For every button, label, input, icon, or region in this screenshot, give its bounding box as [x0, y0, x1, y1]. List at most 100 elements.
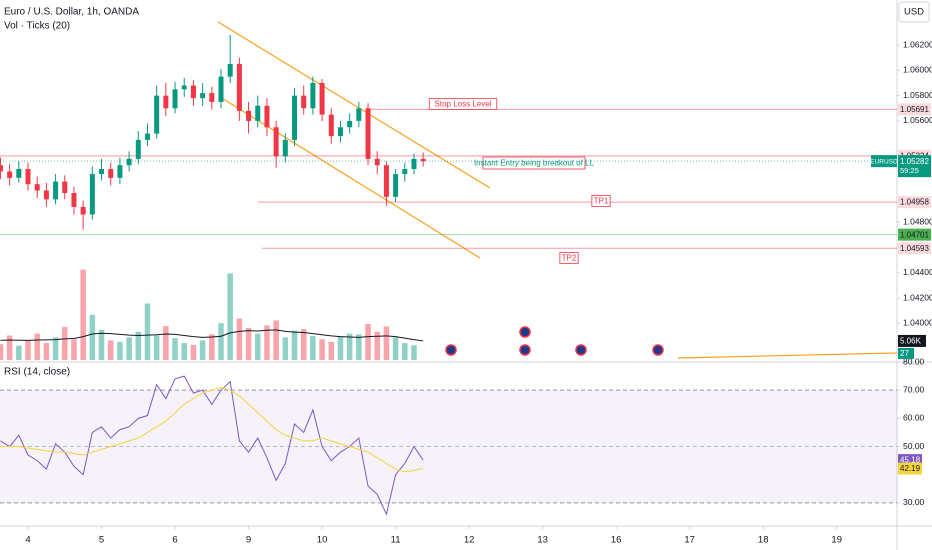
volume-bar: [264, 325, 270, 360]
volume-bar: [25, 340, 31, 360]
x-tick-label: 6: [172, 535, 177, 546]
candle-body: [71, 193, 77, 207]
volume-bar: [245, 327, 252, 360]
y-tick-label: 1.05600: [903, 115, 932, 125]
volume-bar: [310, 335, 316, 360]
volume-bar: [16, 345, 22, 360]
volume-bar: [282, 337, 289, 360]
y-tick-label: 1.05800: [903, 90, 932, 100]
candle-body: [255, 105, 261, 121]
candle-body: [227, 64, 233, 77]
candle-body: [246, 110, 252, 121]
y-tick-label: 1.06000: [903, 65, 932, 75]
volume-title: Vol · Ticks (20): [4, 21, 70, 32]
event-icon[interactable]: [519, 344, 531, 356]
candle-body: [144, 133, 150, 140]
y-tick-label: 50.00: [903, 441, 925, 451]
event-icon[interactable]: [445, 344, 457, 356]
x-tick-label: 12: [464, 535, 475, 546]
candle-body: [190, 85, 196, 99]
candle-body: [181, 85, 187, 90]
volume-bar: [199, 340, 206, 360]
x-tick-label: 13: [537, 535, 548, 546]
price-level-label: 1.04593: [900, 244, 929, 253]
volume-bar: [6, 335, 13, 360]
volume-bar: [392, 337, 399, 360]
candle-body: [0, 165, 3, 172]
x-tick-label: 4: [25, 535, 30, 546]
candle-body: [356, 108, 362, 121]
candle-body: [163, 95, 169, 109]
event-icon[interactable]: [519, 326, 531, 338]
rsi-tag: [898, 462, 922, 475]
candle-body: [172, 89, 178, 109]
candle-body: [310, 82, 316, 109]
level-name: TP2: [562, 254, 577, 263]
candle-body: [126, 158, 132, 166]
volume-bar: [135, 331, 142, 360]
level-name-box: [559, 252, 579, 264]
level-name: TP1: [594, 197, 609, 206]
trendline: [677, 352, 898, 359]
y-tick-label: 1.04800: [903, 216, 932, 226]
volume-bar: [126, 337, 132, 360]
volume-bar: [209, 334, 215, 360]
y-tick-label: 1.04400: [903, 267, 932, 277]
x-tick-label: 10: [317, 535, 328, 546]
candle-body: [347, 120, 353, 128]
volume-bar: [43, 343, 50, 360]
volume-bar: [273, 320, 279, 360]
volume-bar: [117, 341, 123, 360]
candle-body: [117, 165, 123, 178]
symbol: EURUSD: [870, 158, 898, 165]
y-tick-label: 30.00: [903, 497, 925, 507]
x-tick-label: 9: [246, 535, 251, 546]
volume-bar: [163, 326, 169, 360]
chart-title: Euro / U.S. Dollar, 1h, OANDA: [4, 7, 139, 18]
volume-bar: [34, 333, 40, 360]
candle-body: [200, 93, 206, 99]
candle-body: [420, 158, 426, 162]
volume-bar: [144, 303, 151, 360]
y-tick-label: 1.06200: [903, 39, 932, 49]
volume-bar: [328, 341, 335, 360]
level-name-box: [591, 195, 611, 207]
volume-tag: [898, 347, 914, 359]
rsi-title: RSI (14, close): [4, 367, 70, 378]
volume-bar: [356, 334, 362, 360]
volume-bar: [374, 331, 380, 360]
volume-bar: [71, 339, 77, 360]
candle-body: [393, 174, 399, 197]
volume-bar: [227, 273, 233, 360]
volume-bar: [190, 344, 197, 360]
price-level-label: 1.04958: [900, 198, 929, 207]
volume-bar: [52, 337, 59, 360]
candle-body: [236, 64, 242, 111]
volume-bar: [218, 323, 224, 360]
currency-button[interactable]: [898, 1, 930, 23]
candle-body: [264, 105, 270, 128]
volume-bar: [172, 338, 178, 360]
candle-body: [80, 206, 86, 215]
annotation-box: [482, 156, 586, 170]
volume-bar: [0, 344, 4, 360]
candle-body: [135, 139, 141, 159]
current-price-label: 1.05282: [900, 157, 929, 166]
y-tick-label: 80.00: [903, 356, 925, 366]
current-price-tag: [898, 155, 931, 178]
rsi-value-label: 45.18: [900, 456, 921, 465]
price-level-label: 1.04701: [900, 230, 929, 239]
volume-bar: [236, 318, 243, 360]
volume-bar: [383, 326, 390, 360]
volume-ma-label: 5.06K: [900, 337, 922, 346]
x-tick-label: 11: [391, 535, 401, 546]
candle-body: [7, 171, 13, 178]
rsi-value-label: 42.19: [900, 464, 921, 473]
event-icon[interactable]: [575, 344, 587, 356]
trendline: [219, 96, 481, 259]
event-icon[interactable]: [652, 344, 664, 356]
candle-body: [292, 95, 298, 140]
price-level-tag: [898, 242, 931, 255]
